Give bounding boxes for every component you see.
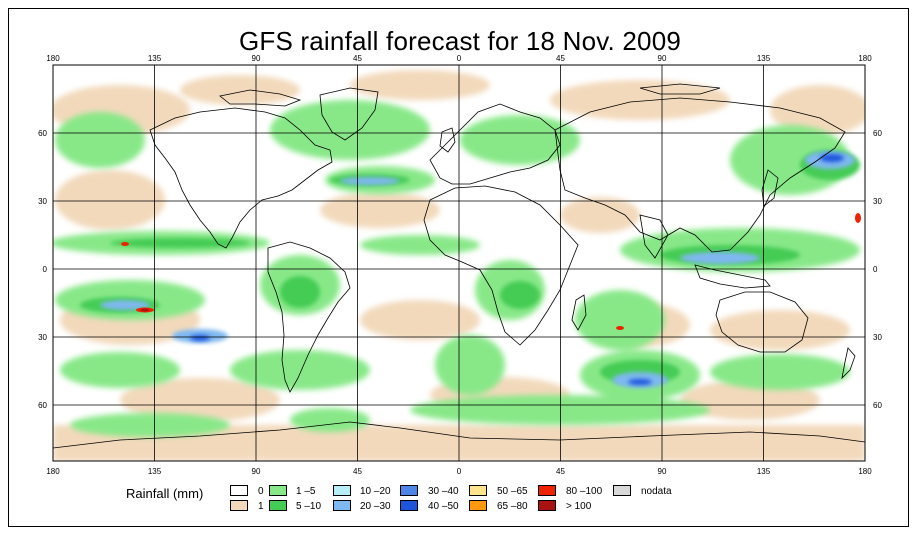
north-america-outline — [149, 107, 333, 249]
legend-label: 50 –65 — [497, 486, 528, 497]
legend-swatch — [613, 485, 631, 496]
legend-label: nodata — [641, 486, 672, 497]
lat-tick-label: 60 — [38, 129, 47, 138]
lat-tick-label: 30 — [38, 197, 47, 206]
europe-outline — [429, 103, 561, 185]
uk-outline — [439, 127, 456, 153]
lat-ticks-left: 60 30 0 30 60 — [38, 129, 47, 410]
south-america-outline — [267, 241, 351, 393]
lon-tick-label: 90 — [252, 467, 261, 476]
legend-swatch — [333, 485, 351, 496]
asia-outline — [554, 97, 846, 253]
lon-ticks-bottom: 180 135 90 45 0 45 90 135 180 — [46, 467, 872, 476]
lon-tick-label: 0 — [457, 54, 462, 63]
legend-label: 20 –30 — [360, 501, 391, 512]
lat-tick-label: 60 — [873, 401, 882, 410]
legend-label: 10 –20 — [360, 486, 391, 497]
lon-tick-label: 180 — [46, 54, 60, 63]
new-zealand-outline — [841, 347, 856, 380]
lat-tick-label: 30 — [873, 197, 882, 206]
legend-swatch — [469, 485, 487, 496]
legend-swatch — [230, 485, 248, 496]
arctic-islands-outline — [219, 89, 302, 107]
lon-tick-label: 0 — [457, 467, 462, 476]
lon-tick-label: 180 — [858, 54, 872, 63]
lon-tick-label: 135 — [757, 467, 771, 476]
legend-label: 1 –5 — [296, 486, 316, 497]
lon-tick-label: 45 — [353, 467, 362, 476]
lon-tick-label: 135 — [148, 467, 162, 476]
japan-outline — [761, 169, 779, 207]
lon-tick-label: 135 — [757, 54, 771, 63]
india-outline — [639, 214, 669, 259]
lon-tick-label: 45 — [353, 54, 362, 63]
legend-title: Rainfall (mm) — [126, 486, 204, 501]
lon-tick-label: 90 — [658, 467, 667, 476]
lon-ticks-top: 180 135 90 45 0 45 90 135 180 — [46, 54, 872, 63]
africa-outline — [423, 185, 579, 346]
graticule — [53, 65, 865, 461]
legend-swatch — [333, 500, 351, 511]
legend-label: 0 — [258, 486, 264, 497]
legend-swatch — [400, 500, 418, 511]
legend-label: 80 –100 — [566, 486, 603, 497]
figure-frame — [8, 8, 909, 527]
legend-label: 1 — [258, 501, 264, 512]
legend-swatch — [230, 500, 248, 511]
australia-outline — [715, 291, 809, 353]
lon-tick-label: 45 — [556, 467, 565, 476]
greenland-outline — [319, 87, 379, 141]
lon-tick-label: 135 — [148, 54, 162, 63]
legend-label: 65 –80 — [497, 501, 528, 512]
lon-tick-label: 180 — [858, 467, 872, 476]
indonesia-outline — [694, 264, 771, 289]
legend-label: 30 –40 — [428, 486, 459, 497]
lon-tick-label: 45 — [556, 54, 565, 63]
lon-tick-label: 180 — [46, 467, 60, 476]
legend-swatch — [269, 500, 287, 511]
lat-ticks-right: 60 30 0 30 60 — [873, 129, 882, 410]
antarctica-outline — [53, 421, 865, 449]
lat-tick-label: 30 — [38, 333, 47, 342]
lat-tick-label: 0 — [873, 265, 878, 274]
legend-label: 5 –10 — [296, 501, 322, 512]
legend-swatch — [269, 485, 287, 496]
legend-swatch — [538, 500, 556, 511]
lat-tick-label: 30 — [873, 333, 882, 342]
lat-tick-label: 0 — [43, 265, 48, 274]
legend-swatch — [538, 485, 556, 496]
legend-label: 40 –50 — [428, 501, 459, 512]
lon-tick-label: 90 — [658, 54, 667, 63]
legend-swatch — [400, 485, 418, 496]
coastlines — [53, 83, 865, 449]
lat-tick-label: 60 — [38, 401, 47, 410]
lon-tick-label: 90 — [252, 54, 261, 63]
legend-swatch — [469, 500, 487, 511]
map-title: GFS rainfall forecast for 18 Nov. 2009 — [238, 26, 682, 56]
rainfall-field — [53, 70, 865, 461]
madagascar-outline — [571, 294, 587, 331]
legend-label: > 100 — [566, 501, 592, 512]
lat-tick-label: 60 — [873, 129, 882, 138]
map-border — [52, 64, 866, 462]
